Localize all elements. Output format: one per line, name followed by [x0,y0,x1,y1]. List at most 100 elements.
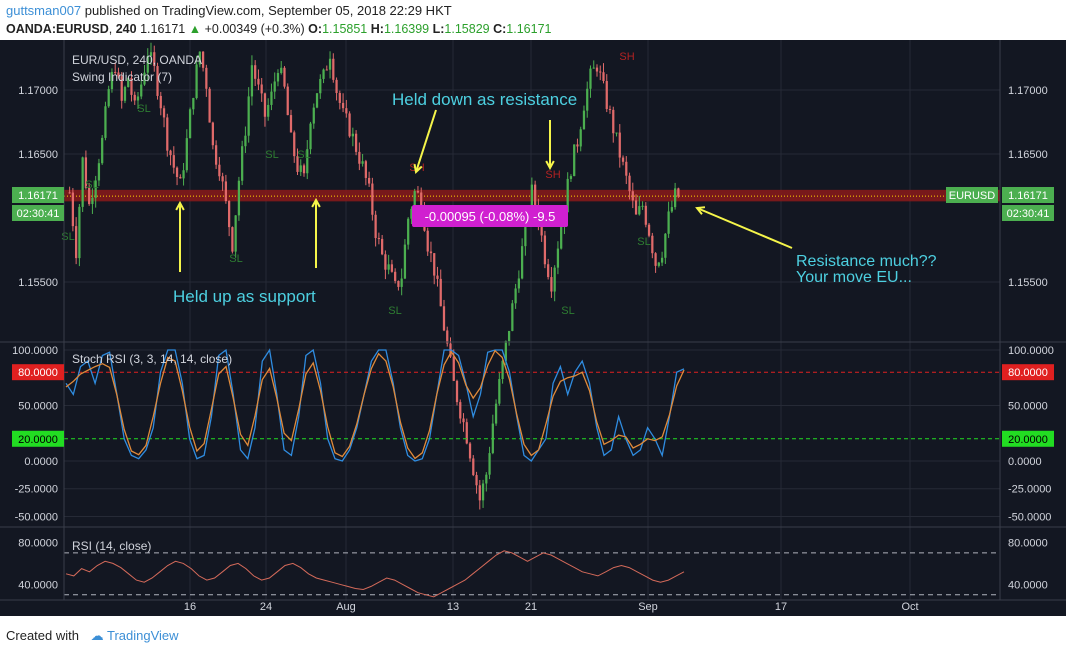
candle-body [547,264,550,278]
measure-tool[interactable]: -0.00095 (-0.08%) -9.5 [412,205,568,227]
candle [283,66,286,89]
candle-body [433,253,436,276]
candle [667,201,670,238]
candle-body [599,71,602,73]
candle [78,203,81,267]
candle [641,201,644,210]
candle [608,105,612,114]
indicator-title: Swing Indicator (7) [72,70,172,84]
candle-body [589,68,592,89]
candle [293,130,296,163]
candle-body [296,156,299,172]
candle [670,200,673,213]
candle [179,174,182,179]
candle [573,144,576,177]
stoch-tick-right: 0.0000 [1008,456,1042,468]
rsi-pane [64,550,1000,598]
candle-body [325,69,328,71]
candle [267,98,270,121]
candle-body [677,188,680,197]
candle-body [472,458,475,476]
candle-body [254,65,257,79]
candle-body [664,233,667,258]
candle-body [481,483,485,501]
candle [371,177,374,221]
candle-body [88,187,91,205]
candle [569,174,573,182]
tradingview-link[interactable]: TradingView [107,628,179,643]
last-price-right-tag: EURUSD 1.16171 02:30:41 [946,187,1054,221]
candle-body [397,280,400,287]
candle-body [576,144,579,147]
candle-body [364,161,367,178]
candle-body [263,93,267,117]
candle-body [367,177,371,184]
candle-body [120,76,123,101]
candle-body [312,107,315,124]
candle [520,238,524,280]
candle [507,330,511,346]
candle-body [241,146,244,181]
author-link[interactable]: guttsman007 [6,3,82,18]
candle [224,174,228,204]
candle-body [387,264,390,270]
annotation-arrow [696,207,793,249]
candle-body [198,51,201,65]
candle [634,194,638,215]
candle-body [566,178,569,213]
candle-body [166,117,169,151]
chart-canvas[interactable]: SLSLSLSLSLSLSHSLSHSLSHSL 1624Aug1321Sep1… [0,40,1066,616]
open-label: O: [308,22,323,36]
candle-body [136,96,140,101]
arrow-head [413,163,423,174]
candle-body [280,67,283,74]
last-price-right: 1.16171 [1008,190,1048,202]
candle-body [381,238,384,255]
candle-body [94,180,97,198]
candle-body [192,98,195,110]
candle-body [101,137,104,164]
candle [172,146,175,174]
candle [97,158,101,187]
level-tag-right [1002,364,1054,381]
candle-body [494,403,498,424]
candle-body [78,206,81,259]
chart-background [0,40,1066,616]
candle [481,479,485,508]
candle-body [328,58,332,70]
candle-body [478,485,481,501]
swing-marker-sl: SL [561,305,574,317]
candle [306,140,309,180]
candle [250,55,254,106]
open-value: 1.15851 [322,22,368,36]
candle-body [351,133,354,137]
candle-body [534,184,537,207]
candle-body [550,277,553,292]
stoch-tick-left: 50.0000 [18,400,58,412]
candle [107,85,110,108]
candle [367,171,371,187]
y-tick-label-left: 1.17000 [18,85,58,97]
candle-body [172,155,175,168]
y-tick-label-right: 1.15500 [1008,277,1048,289]
candle-body [657,262,660,266]
candle [647,223,651,238]
swing-marker-sl: SL [637,236,650,248]
candle-body [436,275,439,279]
candle-body [540,224,543,236]
candle [462,413,465,432]
candle-body [185,138,188,171]
candle-body [338,92,341,103]
candle [361,153,364,167]
candle [605,74,608,113]
rsi-tick-left: 80.0000 [18,537,58,549]
candle [175,166,179,186]
candle [328,51,332,79]
candle-body [250,65,254,97]
candle-body [104,106,107,138]
candle-body [302,165,306,174]
candle-body [159,95,162,109]
candle [120,72,123,109]
candle [345,99,348,118]
candle-body [543,235,547,265]
